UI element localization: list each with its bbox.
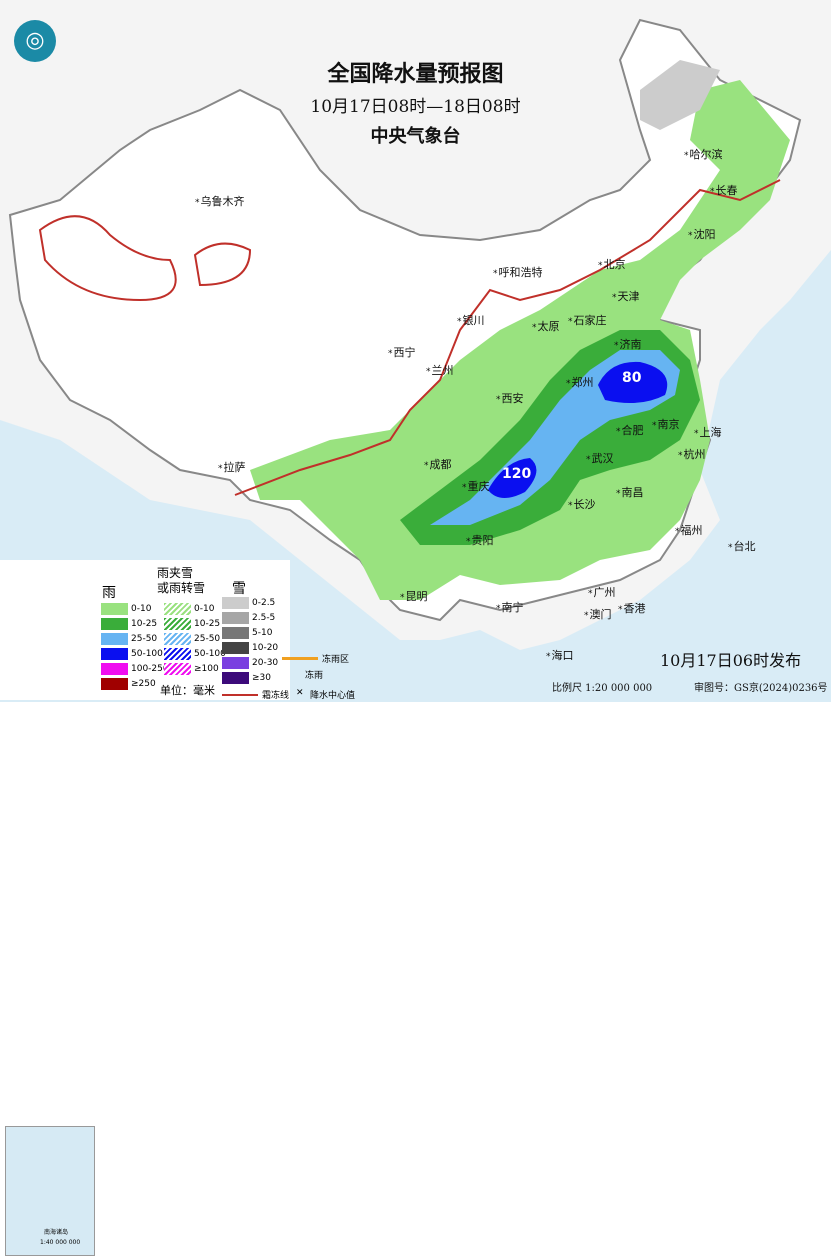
frost-line [38,179,781,496]
city-label: 成都 [424,456,452,472]
snow-legend-swatch [222,612,249,624]
rain-legend-swatch [101,603,128,615]
rain-legend-swatch [101,648,128,660]
city-label: 澳门 [584,606,612,622]
rain-legend-swatch [101,618,128,630]
city-label: 南京 [652,416,680,432]
snow-title: 雪 [232,581,246,597]
rain-legend-label: 0-10 [131,604,152,614]
city-label: 福州 [675,522,703,538]
city-label: 兰州 [426,362,454,378]
city-label: 海口 [546,647,574,663]
snow-legend-swatch [222,672,249,684]
map-scale: 比例尺 1:20 000 000 [552,683,653,694]
south-china-sea-inset: 南海诸岛 1:40 000 000 [5,1126,95,1256]
precip-center-value: 120 [502,466,532,482]
freezing-rain-label: 冻雨 [305,671,324,681]
precip-center-label: 降水中心值 [310,691,356,701]
snow-legend-swatch [222,597,249,609]
mixed-legend-swatch [164,618,191,630]
rain-legend-label: 50-100 [131,649,163,659]
snow-legend-swatch [222,657,249,669]
rain-legend-label: 100-250 [131,664,169,674]
city-label: 哈尔滨 [684,146,723,162]
rain-50-100-area [488,458,537,499]
city-label: 太原 [532,318,560,334]
city-label: 南宁 [496,599,524,615]
mixed-legend-swatch [164,603,191,615]
mixed-legend-label: 10-25 [194,619,221,629]
mixed-legend-swatch [164,633,191,645]
snow-legend-label: 20-30 [252,658,279,668]
mixed-legend-label: ≥100 [194,664,219,674]
mixed-legend-label: 50-100 [194,649,226,659]
mixed-legend-swatch [164,648,191,660]
rain-title: 雨 [102,585,116,601]
city-label: 贵阳 [466,532,494,548]
city-label: 北京 [598,256,626,272]
city-label: 长沙 [568,496,596,512]
snow-legend-label: 2.5-5 [252,613,276,623]
approval-number: 审图号：GS京(2024)0236号 [694,683,828,694]
city-label: 台北 [728,538,756,554]
forecast-map: 全国降水量预报图 10月17日08时—18日08时 中央气象台 ◎ 哈尔滨长春沈… [0,0,831,702]
snow-legend-swatch [222,627,249,639]
city-label: 西宁 [388,344,416,360]
mixed-legend-label: 25-50 [194,634,221,644]
frost-line-symbol [222,694,258,696]
city-label: 沈阳 [688,226,716,242]
city-label: 济南 [614,336,642,352]
rain-legend-label: 10-25 [131,619,158,629]
city-label: 拉萨 [218,459,246,475]
issued-time: 10月17日06时发布 [660,651,802,670]
map-title: 全国降水量预报图 [327,61,504,87]
rain-legend-swatch [101,678,128,690]
city-label: 南昌 [616,484,644,500]
city-label: 上海 [694,424,722,440]
snow-legend-label: 10-20 [252,643,279,653]
rain-50-100-area [598,361,668,404]
snow-legend-swatch [222,642,249,654]
city-label: 昆明 [400,588,428,604]
agency-name: 中央气象台 [370,126,461,147]
city-label: 天津 [612,288,640,304]
forecast-period: 10月17日08时—18日08时 [310,97,521,117]
city-label: 重庆 [462,478,490,494]
city-label: 合肥 [616,422,644,438]
city-label: 广州 [588,584,616,600]
rain-legend-label: 25-50 [131,634,158,644]
rain-0-10-area [250,80,790,600]
city-label: 郑州 [566,374,594,390]
rain-legend-swatch [101,633,128,645]
precip-center-icon: ✕ [296,688,304,698]
city-label: 西安 [496,390,524,406]
rain-legend-label: ≥250 [131,679,156,689]
precip-center-value: 80 [622,370,642,386]
mixed-title: 雨夹雪 或雨转雪 [157,566,206,595]
frost-line-label: 霜冻线 [262,691,290,701]
city-label: 银川 [457,312,485,328]
city-label: 石家庄 [568,312,607,328]
freezing-rain-area-label: 冻雨区 [322,655,350,665]
snow-legend-label: 0-2.5 [252,598,276,608]
cma-logo: ◎ [14,20,56,62]
inset-label: 南海诸岛 [44,1229,69,1236]
city-label: 呼和浩特 [493,264,543,280]
unit-label: 单位：毫米 [160,684,215,697]
rain-legend-swatch [101,663,128,675]
snow-area [640,60,720,130]
snow-legend-label: 5-10 [252,628,273,638]
city-label: 香港 [618,600,646,616]
mixed-legend-swatch [164,663,191,675]
city-label: 乌鲁木齐 [195,193,245,209]
snow-legend-label: ≥30 [252,673,271,683]
inset-scale: 1:40 000 000 [40,1239,81,1246]
city-label: 武汉 [586,450,614,466]
legend: 南海诸岛 1:40 000 000 雨 雨夹雪 或雨转雪 雪 0-10 10-25… [0,560,355,1256]
freezing-rain-area-line [282,657,318,660]
city-label: 杭州 [678,446,706,462]
mixed-legend-label: 0-10 [194,604,215,614]
city-label: 长春 [710,182,738,198]
